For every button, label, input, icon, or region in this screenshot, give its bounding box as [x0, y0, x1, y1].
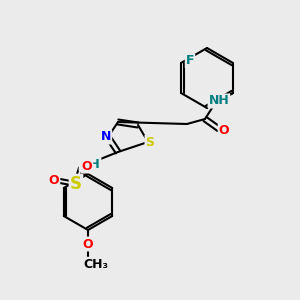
Text: N: N [101, 130, 111, 143]
Text: S: S [146, 136, 154, 148]
Text: O: O [219, 124, 229, 137]
Text: F: F [186, 55, 194, 68]
Text: NH: NH [80, 158, 100, 170]
Text: O: O [82, 160, 92, 172]
Text: NH: NH [208, 94, 230, 107]
Text: CH₃: CH₃ [83, 257, 109, 271]
Text: S: S [70, 175, 82, 193]
Text: O: O [83, 238, 93, 250]
Text: O: O [49, 175, 59, 188]
